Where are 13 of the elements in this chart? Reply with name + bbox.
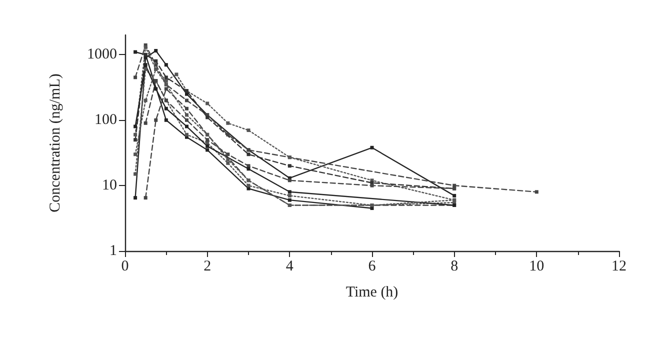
x-tick-label: 6 — [368, 258, 376, 274]
x-axis-title: Time (h) — [346, 284, 398, 300]
x-tick-label: 2 — [204, 258, 212, 274]
x-tick-label: 10 — [529, 258, 544, 274]
y-tick-label: 1000 — [87, 46, 117, 63]
y-tick-label: 1 — [110, 243, 117, 259]
y-tick-label: 10 — [102, 178, 117, 194]
y-tick-label: 100 — [94, 112, 117, 128]
x-tick-label: 4 — [286, 258, 294, 274]
x-tick-label: 12 — [612, 258, 626, 274]
x-tick-label: 8 — [450, 258, 458, 274]
y-axis-title: Concentration (ng/mL) — [48, 74, 64, 212]
x-tick-label: 0 — [121, 258, 129, 274]
